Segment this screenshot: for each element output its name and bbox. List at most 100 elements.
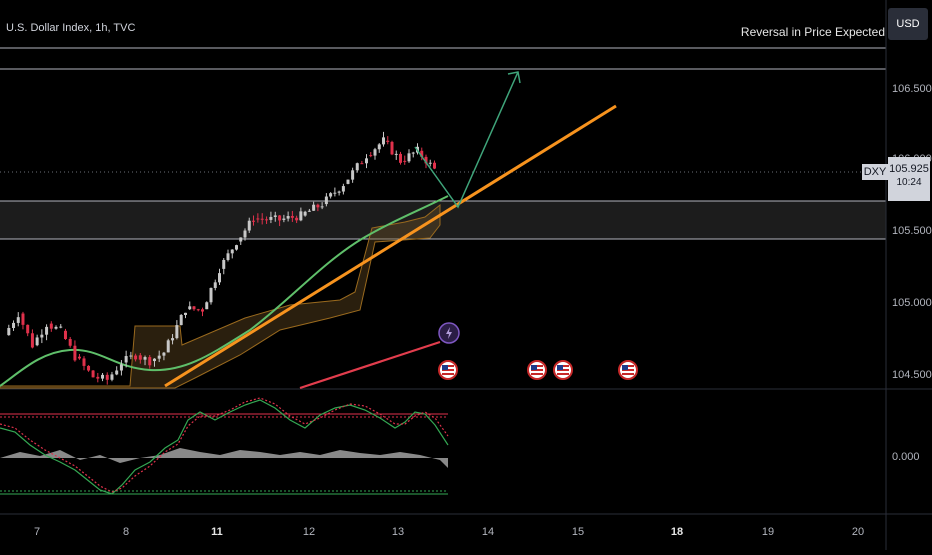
candle-body: [162, 352, 166, 356]
candle-body: [171, 338, 175, 341]
flag-us-icon[interactable]: [618, 360, 638, 380]
candle-body: [213, 282, 217, 288]
candle-body: [346, 179, 350, 184]
candle-body: [12, 322, 16, 329]
support-zone[interactable]: [0, 201, 886, 239]
candle-body: [351, 170, 355, 180]
candle-body: [365, 158, 368, 164]
candle-body: [143, 357, 147, 360]
osc-volume-area: [0, 448, 448, 468]
chart-title: U.S. Dollar Index, 1h, TVC: [6, 22, 136, 34]
candle-body: [433, 162, 436, 169]
candle-body: [303, 211, 307, 216]
candle-body: [40, 334, 44, 338]
candle-body: [115, 370, 119, 375]
candle-body: [420, 150, 424, 157]
candle-body: [26, 324, 30, 334]
candle-body: [369, 155, 373, 157]
candle-body: [265, 219, 269, 221]
candle-body: [192, 306, 196, 310]
candle-body: [30, 333, 34, 348]
candle-body: [269, 216, 273, 220]
candle-body: [184, 312, 187, 315]
candle-body: [239, 237, 243, 242]
candle-body: [209, 287, 213, 303]
candle-body: [73, 345, 77, 361]
candle-body: [16, 317, 20, 323]
candle-body: [256, 218, 260, 220]
candle-body: [45, 326, 49, 335]
candle-body: [201, 309, 204, 312]
time-label: 18: [671, 526, 683, 538]
candle-body: [230, 249, 234, 254]
candle-body: [54, 326, 58, 329]
candle-body: [312, 204, 316, 211]
current-price-tag: 105.925 10:24: [888, 157, 930, 201]
candle-body: [428, 162, 432, 164]
candle-body: [119, 364, 123, 371]
candle-body: [77, 356, 81, 359]
candle-body: [316, 204, 320, 208]
candle-body: [148, 357, 152, 366]
candle-body: [382, 137, 385, 145]
time-label: 13: [392, 526, 404, 538]
candle-body: [7, 328, 11, 336]
flag-us-icon[interactable]: [553, 360, 573, 380]
candle-body: [101, 374, 105, 379]
price-label: 105.000: [892, 297, 932, 309]
candle-body: [360, 163, 364, 165]
candle-body: [386, 140, 390, 142]
idea-title: Reversal in Price Expected: [740, 25, 885, 39]
candle-body: [355, 163, 359, 171]
candle-body: [403, 160, 407, 162]
candle-body: [329, 193, 333, 197]
candle-body: [129, 355, 133, 357]
candle-body: [49, 323, 53, 329]
candle-body: [196, 309, 200, 311]
candle-body: [341, 186, 345, 192]
candle-body: [138, 355, 142, 360]
candle-body: [295, 217, 299, 221]
price-label: 104.500: [892, 369, 932, 381]
candle-body: [243, 230, 247, 238]
current-price: 105.925: [889, 163, 929, 175]
candle-body: [278, 215, 282, 221]
currency-button[interactable]: USD: [888, 8, 928, 40]
flag-us-icon[interactable]: [438, 360, 458, 380]
candle-body: [157, 355, 161, 359]
projected-move-arrow[interactable]: [414, 71, 519, 209]
candle-body: [286, 216, 290, 219]
candle-body: [411, 152, 415, 154]
candle-body: [235, 245, 238, 250]
candle-body: [273, 215, 277, 217]
candle-body: [124, 356, 128, 363]
time-label: 15: [572, 526, 584, 538]
price-label: 106.500: [892, 83, 932, 95]
candle-body: [247, 220, 251, 231]
time-label: 11: [211, 526, 223, 538]
moving-average-green: [0, 195, 449, 387]
candle-body: [399, 153, 402, 163]
candle-body: [282, 218, 286, 220]
candle-body: [307, 210, 311, 212]
flag-us-icon[interactable]: [527, 360, 547, 380]
candle-body: [87, 365, 91, 371]
candle-body: [299, 211, 303, 221]
lightning-icon[interactable]: [438, 322, 460, 344]
candle-body: [290, 216, 294, 218]
candle-body: [390, 141, 394, 155]
candle-body: [152, 358, 156, 362]
candle-body: [96, 376, 100, 379]
candle-body: [68, 339, 72, 346]
trendline[interactable]: [164, 104, 617, 388]
time-label: 12: [303, 526, 315, 538]
candle-body: [337, 191, 341, 193]
candle-body: [110, 374, 114, 380]
candle-body: [134, 355, 138, 360]
candle-body: [179, 314, 183, 326]
symbol-tag: DXY: [862, 164, 888, 180]
candle-body: [320, 206, 324, 208]
oscillator-label: 0.000: [892, 451, 920, 463]
